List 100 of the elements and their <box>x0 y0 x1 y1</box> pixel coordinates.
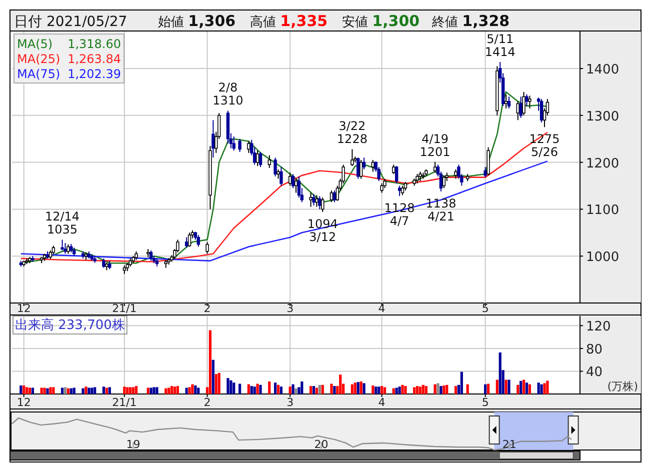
bar <box>152 387 156 394</box>
bar <box>164 388 168 394</box>
x-tick-label: 5 <box>482 302 489 315</box>
bar <box>522 380 526 394</box>
bar <box>146 388 150 394</box>
candlestick <box>321 196 324 213</box>
bar <box>253 386 256 394</box>
bar <box>354 382 356 394</box>
candlestick <box>312 194 316 206</box>
bar <box>486 384 490 394</box>
candlestick <box>66 244 70 254</box>
candlestick <box>350 148 354 167</box>
bar <box>134 386 138 394</box>
bar <box>250 386 253 394</box>
x-tick-label: 12 <box>16 302 31 315</box>
text: 終値 1,328 <box>431 12 510 30</box>
bar <box>218 372 220 394</box>
bar <box>66 388 70 394</box>
bar <box>446 384 448 394</box>
candlestick <box>540 98 544 123</box>
x-tick-label: 20 <box>314 438 328 451</box>
bar <box>398 386 401 394</box>
bar <box>413 387 416 394</box>
bar <box>378 386 380 394</box>
bar <box>49 387 52 394</box>
candlestick <box>309 192 312 208</box>
candlestick <box>258 151 262 168</box>
bar <box>546 380 549 394</box>
y-tick-label: 120 <box>586 320 611 335</box>
bar <box>20 385 22 394</box>
bar <box>123 386 126 394</box>
bar <box>40 388 43 394</box>
bar <box>170 386 174 394</box>
candlestick <box>315 194 318 208</box>
bar <box>191 384 194 394</box>
bar <box>22 385 26 394</box>
bar <box>543 383 546 394</box>
bar <box>268 381 271 394</box>
x-tick-label: 2 <box>204 302 211 315</box>
bar <box>504 380 508 394</box>
candlestick <box>288 172 292 186</box>
bar <box>72 388 76 394</box>
bar <box>424 386 428 394</box>
y-tick-label: 1400 <box>586 62 620 78</box>
candlestick <box>486 146 490 176</box>
text: MA(25) 1,263.84 <box>17 52 121 66</box>
candlestick <box>280 166 283 186</box>
candlestick <box>268 154 271 168</box>
bar <box>440 386 442 394</box>
bar <box>167 388 170 394</box>
chart-title: 出来高 233,700株 <box>15 317 125 333</box>
x-tick-label: 2 <box>204 396 211 409</box>
bar <box>256 384 259 394</box>
bar <box>280 386 283 394</box>
candlestick <box>60 239 64 251</box>
bar <box>43 388 46 394</box>
y-tick-label: 40 <box>586 365 603 380</box>
candlestick <box>519 96 522 118</box>
text: 始値 1,306 <box>158 12 236 30</box>
candlestick <box>454 168 458 180</box>
candlestick <box>196 234 200 248</box>
bar <box>422 384 425 394</box>
x-tick-label: 21/1 <box>112 396 137 409</box>
bar <box>126 387 129 394</box>
bar <box>498 352 502 394</box>
candlestick <box>102 258 106 268</box>
candlestick <box>442 174 446 189</box>
bar <box>276 384 280 394</box>
bar <box>232 382 236 394</box>
candlestick <box>418 171 422 182</box>
candlestick <box>330 190 334 203</box>
bar <box>300 381 304 394</box>
annotation: 3/22 1228 <box>336 119 368 146</box>
bar <box>176 386 179 394</box>
bar <box>259 384 262 394</box>
bar <box>173 386 176 394</box>
bar <box>436 383 440 394</box>
candlestick <box>400 185 404 196</box>
x-tick-label: 21/1 <box>112 302 137 315</box>
bar <box>466 384 469 394</box>
bar <box>194 385 197 394</box>
candlestick <box>394 166 398 184</box>
candlestick <box>291 174 295 189</box>
line-series <box>20 160 548 262</box>
y-tick-label: 1100 <box>586 203 620 218</box>
bar <box>214 374 218 394</box>
candlestick <box>522 91 526 116</box>
bar <box>90 388 94 394</box>
x-tick-label: 4 <box>378 302 386 315</box>
x-tick-label: 5 <box>482 396 489 409</box>
bar <box>197 388 200 394</box>
candlestick <box>276 168 280 180</box>
x-tick-label: 12 <box>16 396 31 409</box>
bar <box>102 386 106 394</box>
candlestick <box>392 164 396 175</box>
bar <box>108 387 111 394</box>
bar <box>309 386 312 394</box>
annotation: 1138 4/21 <box>426 196 456 224</box>
bar <box>362 383 366 394</box>
candlestick <box>238 138 242 152</box>
